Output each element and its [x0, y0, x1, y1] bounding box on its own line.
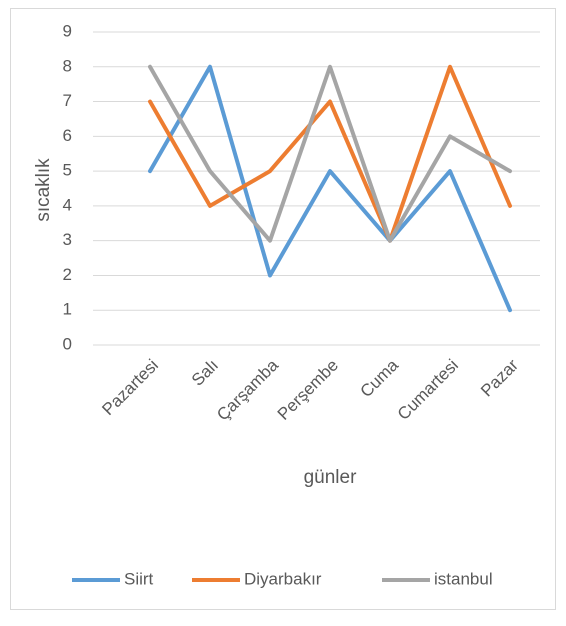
chart-frame [10, 8, 556, 610]
y-tick-label: 1 [63, 300, 72, 319]
y-tick-label: 4 [63, 195, 72, 214]
legend-label: Siirt [124, 569, 154, 588]
series-line [148, 64, 512, 243]
series-line [148, 64, 512, 313]
y-tick-label: 6 [63, 126, 72, 145]
y-tick-label: 7 [63, 91, 72, 110]
y-tick-label: 2 [63, 265, 72, 284]
y-tick-label: 8 [63, 56, 72, 75]
y-tick-label: 9 [63, 21, 72, 40]
legend-label: istanbul [434, 569, 493, 588]
legend-label: Diyarbakır [244, 569, 322, 588]
y-tick-label: 5 [63, 161, 72, 180]
series-line [148, 64, 512, 243]
y-tick-label: 3 [63, 230, 72, 249]
y-axis-title: sıcaklık [33, 158, 54, 222]
y-tick-label: 0 [63, 334, 72, 353]
x-axis-title: günler [304, 467, 357, 488]
